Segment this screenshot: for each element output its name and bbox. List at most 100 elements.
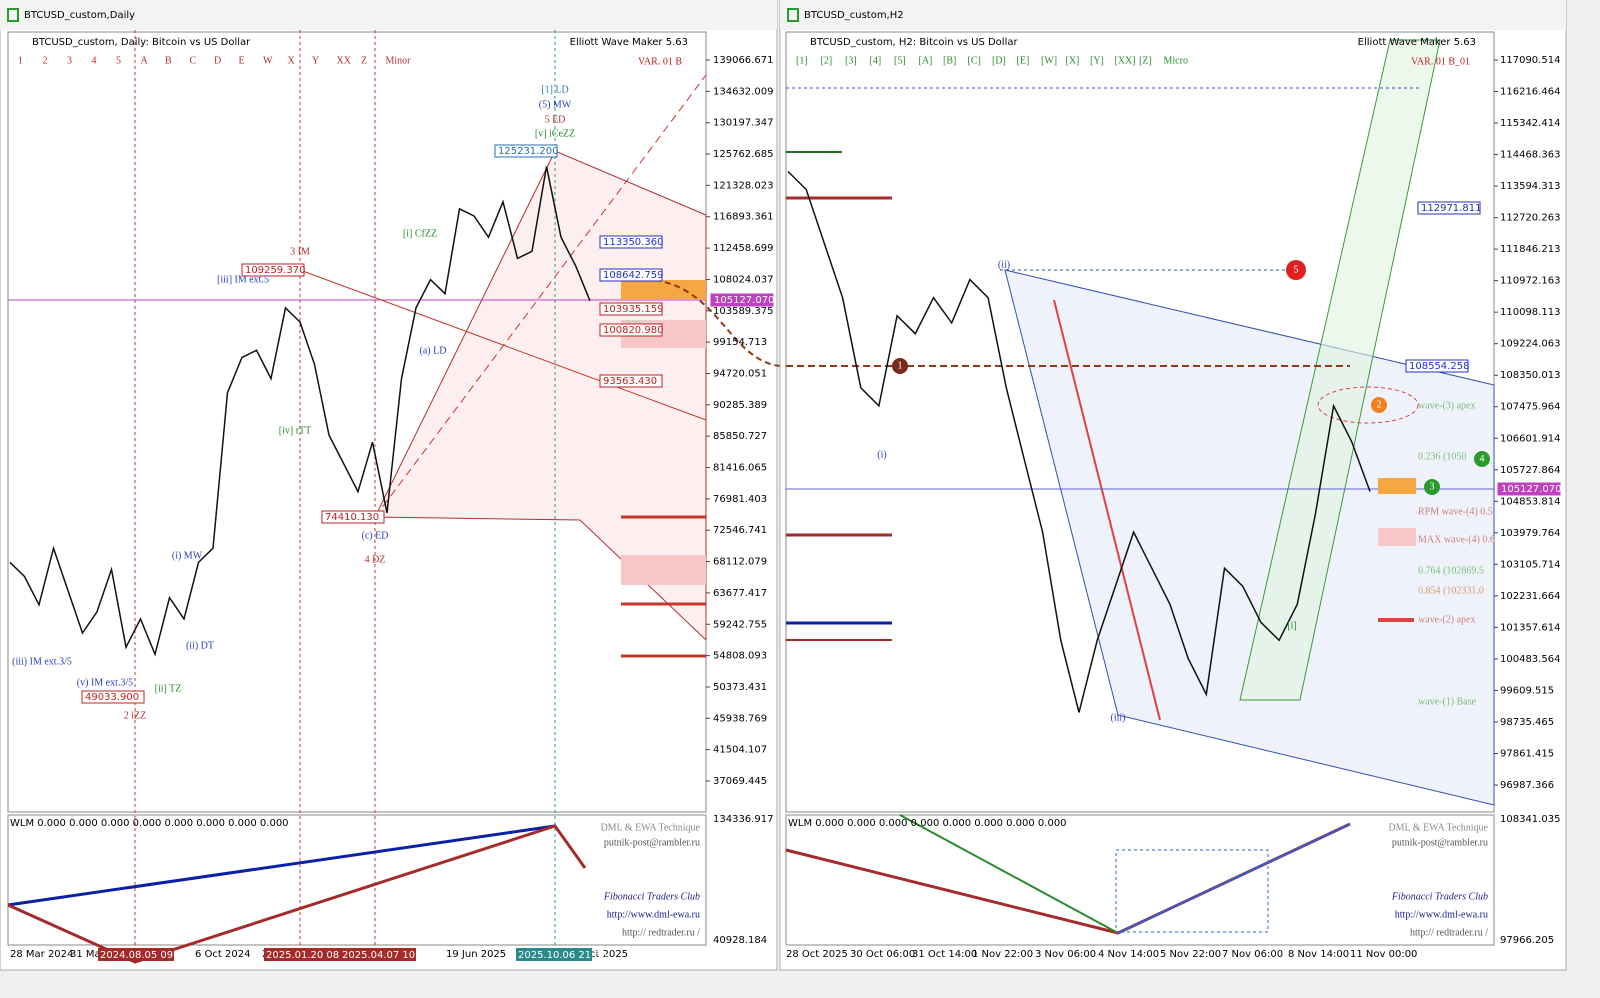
- wave-degree-button[interactable]: X: [288, 55, 296, 66]
- wave-label: wave-(3) apex: [1418, 400, 1475, 411]
- wave-degree-button[interactable]: 1: [18, 55, 23, 66]
- price-box-label: 93563.430: [603, 376, 657, 387]
- price-box-label: 108554.258: [1409, 361, 1469, 372]
- wave-label: (ii): [998, 259, 1010, 270]
- wave-label: (a) LD: [420, 345, 447, 356]
- date-flag: [516, 948, 592, 961]
- wave-label: [iii] IM ext.5: [217, 274, 269, 285]
- wave-degree-button[interactable]: [Z]: [1139, 55, 1152, 66]
- price-tick-label: 85850.727: [713, 431, 767, 442]
- price-tick-label: 111846.213: [1500, 244, 1560, 255]
- wave-label: (ii) DT: [186, 640, 214, 651]
- wave-degree-button[interactable]: [XX]: [1115, 55, 1136, 66]
- price-tick-label: 37069.445: [713, 776, 767, 787]
- wave-degree-button[interactable]: 2: [43, 55, 48, 66]
- price-box: [1497, 482, 1561, 496]
- wave-degree-button[interactable]: XX: [337, 55, 352, 66]
- price-tick-label: 98735.465: [1500, 717, 1554, 728]
- wave-degree-button[interactable]: [3]: [845, 55, 857, 66]
- wave-label: 5: [1294, 264, 1299, 275]
- date-label: 28 Oct 2025: [786, 949, 848, 960]
- wave-degree-button[interactable]: 3: [67, 55, 72, 66]
- wave-label: 3: [1430, 481, 1435, 492]
- price-tick-label: 105727.864: [1500, 465, 1560, 476]
- price-tick-label: 110098.113: [1500, 307, 1560, 318]
- price-tick-label: 110972.163: [1500, 276, 1560, 287]
- wave-degree-button[interactable]: [5]: [894, 55, 906, 66]
- wave-degree-button[interactable]: [4]: [870, 55, 882, 66]
- variant-label: VAR. 01 B_01: [1411, 56, 1470, 67]
- price-box-label: 108642.759: [603, 270, 663, 281]
- price-box: [241, 263, 305, 277]
- wave-degree-button[interactable]: [C]: [968, 55, 981, 66]
- price-tick-label: 104853.814: [1500, 496, 1560, 507]
- price-tick-label: 90285.389: [713, 400, 767, 411]
- wave-degree-button[interactable]: [A]: [919, 55, 933, 66]
- price-line: [787, 170, 1371, 713]
- date-label: 31 Ma: [70, 949, 101, 960]
- credit-text: http://www.dml-ewa.ru: [1395, 909, 1488, 920]
- price-box: [599, 235, 663, 249]
- price-tick-label: 103589.375: [713, 306, 773, 317]
- date-label: 5 Nov 22:00: [1160, 949, 1221, 960]
- wave-degree-button[interactable]: [X]: [1066, 55, 1080, 66]
- indicator-tick-label: 108341.035: [1500, 814, 1560, 825]
- credit-text: Fibonacci Traders Club: [603, 891, 700, 902]
- wave-label: wave-(2) apex: [1418, 614, 1475, 625]
- price-box-label: 112971.811: [1421, 203, 1481, 214]
- price-box-label: 100820.980: [603, 325, 663, 336]
- wave-degree-button[interactable]: [W]: [1041, 55, 1057, 66]
- wave-degree-button[interactable]: D: [214, 55, 221, 66]
- wave-degree-button[interactable]: 4: [92, 55, 97, 66]
- title-bar: [0, 0, 777, 30]
- wave-degree-button[interactable]: 5: [116, 55, 121, 66]
- wave-label: RPM wave-(4) 0.5: [1418, 506, 1493, 517]
- date-label: 28 Mar 2024: [10, 949, 73, 960]
- price-tick-label: 116216.464: [1500, 87, 1560, 98]
- price-tick-label: 54808.093: [713, 651, 767, 662]
- date-label: 6 Oct 2024: [195, 949, 250, 960]
- price-tick-label: 130197.347: [713, 118, 773, 129]
- price-box: [710, 293, 774, 307]
- wave-degree-button[interactable]: E: [239, 55, 245, 66]
- credit-text: DML & EWA Technique: [1388, 822, 1488, 833]
- date-flag: [264, 948, 340, 961]
- price-tick-label: 113594.313: [1500, 181, 1560, 192]
- wave-degree-button[interactable]: [D]: [992, 55, 1006, 66]
- date-label: 19 Jun 2025: [446, 949, 506, 960]
- price-tick-label: 63677.417: [713, 588, 767, 599]
- price-tick-label: 76981.403: [713, 494, 767, 505]
- window-title: BTCUSD_custom,H2: [804, 10, 904, 21]
- price-box: [599, 374, 663, 388]
- price-tick-label: 108350.013: [1500, 370, 1560, 381]
- wave-degree-button[interactable]: W: [263, 55, 273, 66]
- wave-label: 0.854 (102331.0: [1418, 585, 1484, 596]
- wave-degree-button[interactable]: B: [165, 55, 172, 66]
- indicator-header: WLM 0.000 0.000 0.000 0.000 0.000 0.000 …: [10, 818, 289, 829]
- wave-degree-button[interactable]: A: [141, 55, 149, 66]
- wave-degree-button[interactable]: C: [190, 55, 197, 66]
- price-tick-label: 41504.107: [713, 745, 767, 756]
- wave-label: 4: [1480, 453, 1485, 464]
- wave-label: [v] iCeZZ: [535, 128, 575, 139]
- price-tick-label: 96987.366: [1500, 780, 1554, 791]
- wave-degree-button[interactable]: [B]: [943, 55, 956, 66]
- wave-degree-button[interactable]: Minor: [386, 55, 412, 66]
- wave-label: 2 iZZ: [124, 710, 147, 721]
- wave-degree-button[interactable]: [1]: [796, 55, 808, 66]
- wave-degree-button[interactable]: Z: [361, 55, 367, 66]
- wave-label: (5) MW: [539, 99, 572, 110]
- price-box-label: 105127.070: [1501, 484, 1561, 495]
- wave-degree-button[interactable]: Y: [312, 55, 319, 66]
- wave-label: [1] LD: [541, 84, 569, 95]
- price-box-label: 109259.370: [245, 265, 305, 276]
- wave-degree-button[interactable]: Micro: [1164, 55, 1188, 66]
- wave-degree-button[interactable]: [2]: [821, 55, 833, 66]
- date-label: 7 Nov 06:00: [1222, 949, 1283, 960]
- price-tick-label: 100483.564: [1500, 654, 1560, 665]
- wave-label: (v) IM ext.3/5: [77, 677, 133, 688]
- wave-degree-button[interactable]: [E]: [1017, 55, 1030, 66]
- wave-label: MAX wave-(4) 0.6: [1418, 534, 1495, 545]
- wave-degree-button[interactable]: [Y]: [1090, 55, 1104, 66]
- date-flag-label: 2025.10.06 21:58: [518, 950, 607, 961]
